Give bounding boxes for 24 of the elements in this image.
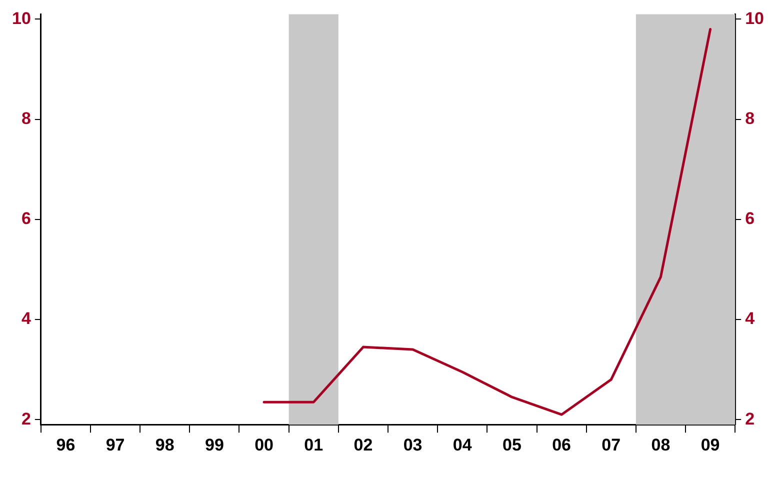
y-tick-label: 8 [21,108,31,128]
x-tick-label: 03 [403,435,422,454]
y2-tick-label: 4 [745,309,756,328]
x-tick-label: 02 [354,435,373,454]
x-tick-label: 98 [155,435,174,454]
x-tick-label: 05 [502,435,522,454]
x-tick-label: 06 [552,435,572,454]
x-tick-label: 99 [204,435,224,454]
x-tick-label: 97 [106,435,125,454]
x-tick-label: 07 [602,435,621,454]
y2-tick-label: 2 [745,409,755,428]
y-tick-label: 2 [21,409,31,428]
y2-tick-label: 8 [745,108,755,128]
y-tick-label: 10 [12,8,31,28]
y2-tick-label: 10 [745,8,764,28]
y-tick-label: 4 [21,309,32,328]
y-tick-label: 6 [21,209,31,228]
x-tick-label: 00 [254,435,274,454]
x-tick-label: 09 [700,435,720,454]
x-tick-label: 08 [651,435,670,454]
x-tick-label: 04 [452,435,472,454]
x-tick-label: 01 [304,435,324,454]
x-tick-label: 96 [56,435,76,454]
y2-tick-label: 6 [745,209,755,228]
